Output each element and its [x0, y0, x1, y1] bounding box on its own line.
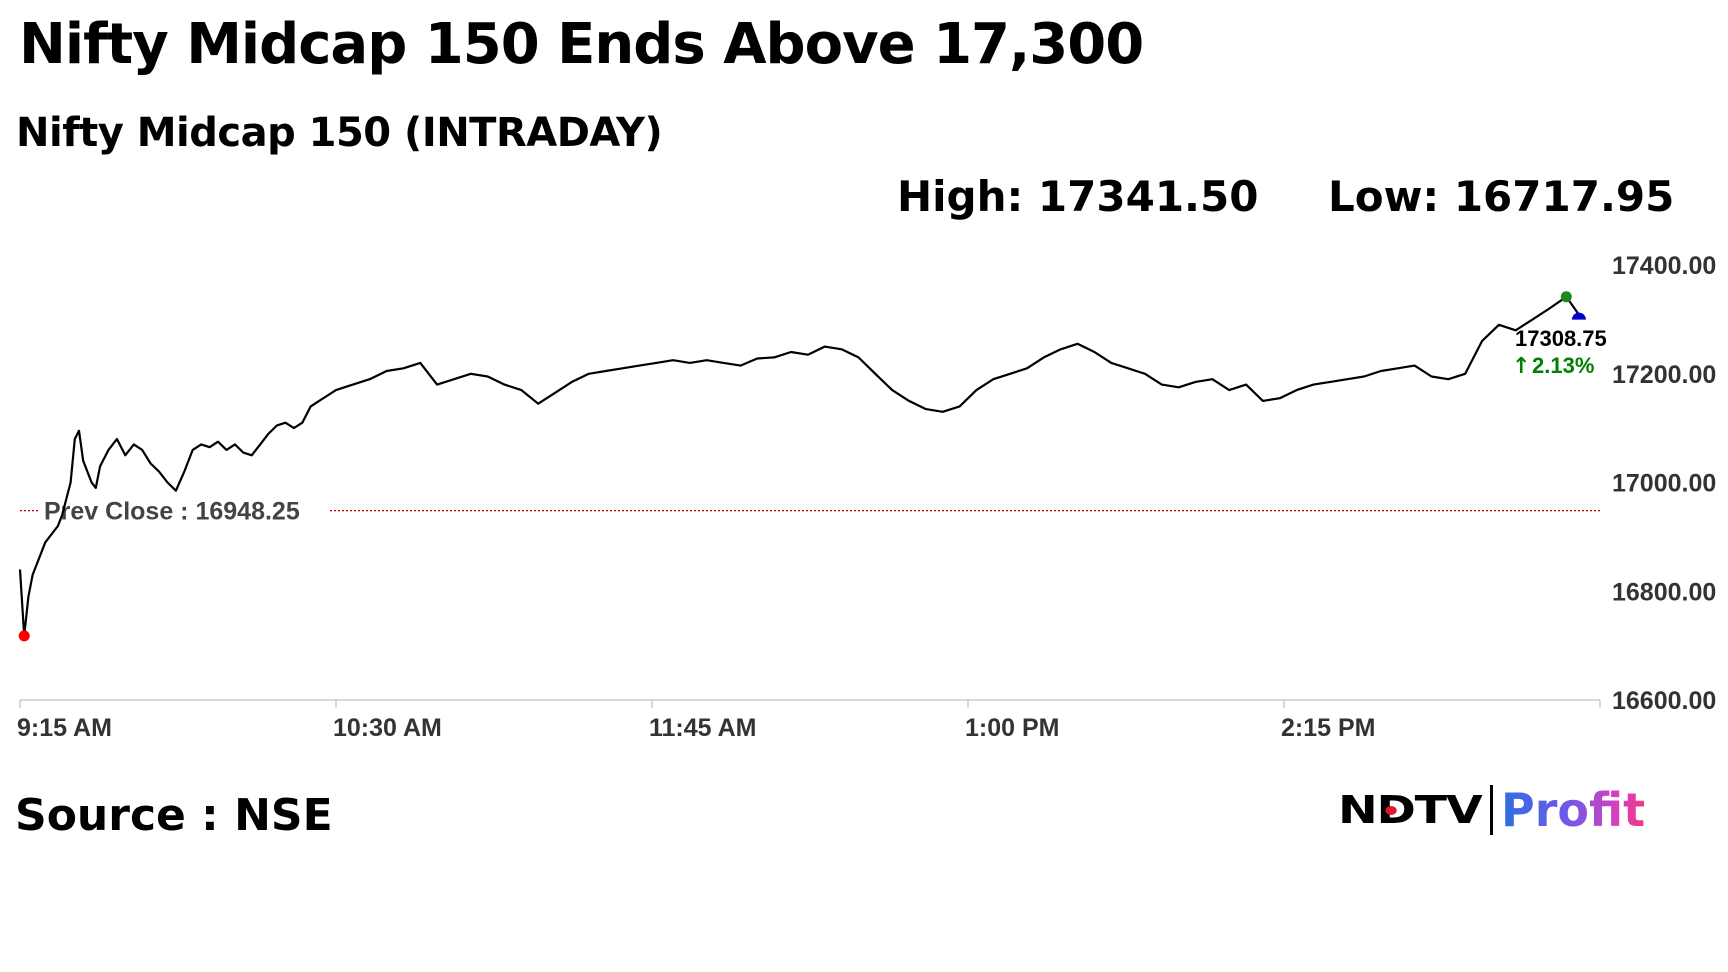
x-tick-label: 10:30 AM	[333, 714, 442, 742]
last-marker	[1571, 312, 1586, 320]
y-tick-label: 16800.00	[1612, 578, 1716, 606]
change-label: 2.13%	[1532, 353, 1594, 378]
up-arrow-icon: ↑	[1512, 354, 1530, 379]
x-tick-label: 11:45 AM	[649, 714, 756, 742]
source-label: Source : NSE	[15, 790, 333, 841]
y-tick-label: 17200.00	[1612, 361, 1716, 389]
logo-red-dot	[1385, 806, 1397, 815]
x-tick-label: 2:15 PM	[1281, 714, 1375, 742]
ndtv-profit-logo: NDTV Profit	[1338, 780, 1645, 840]
y-tick-label: 17400.00	[1612, 252, 1716, 280]
high-value: High: 17341.50	[897, 172, 1259, 221]
high-marker	[1560, 291, 1572, 303]
ndtv-wordmark: NDTV	[1338, 788, 1483, 832]
low-value: Low: 16717.95	[1328, 172, 1675, 221]
intraday-line-chart: 9:15 AM 10:30 AM 11:45 AM 1:00 PM 2:15 PM 174…	[17, 252, 1716, 742]
last-value-label: 17308.75	[1515, 326, 1607, 351]
x-tick-label: 1:00 PM	[965, 714, 1059, 742]
x-tick-label: 9:15 AM	[17, 714, 112, 742]
low-marker	[18, 630, 30, 642]
profit-wordmark: Profit	[1501, 783, 1646, 837]
prev-close-label: Prev Close : 16948.25	[44, 498, 300, 526]
logo-divider	[1490, 785, 1493, 835]
price-line	[18, 295, 1580, 637]
headline: Nifty Midcap 150 Ends Above 17,300	[19, 12, 1144, 77]
y-tick-label: 17000.00	[1612, 470, 1716, 498]
chart-title: Nifty Midcap 150 (INTRADAY)	[16, 110, 663, 156]
y-tick-label: 16600.00	[1612, 687, 1716, 715]
